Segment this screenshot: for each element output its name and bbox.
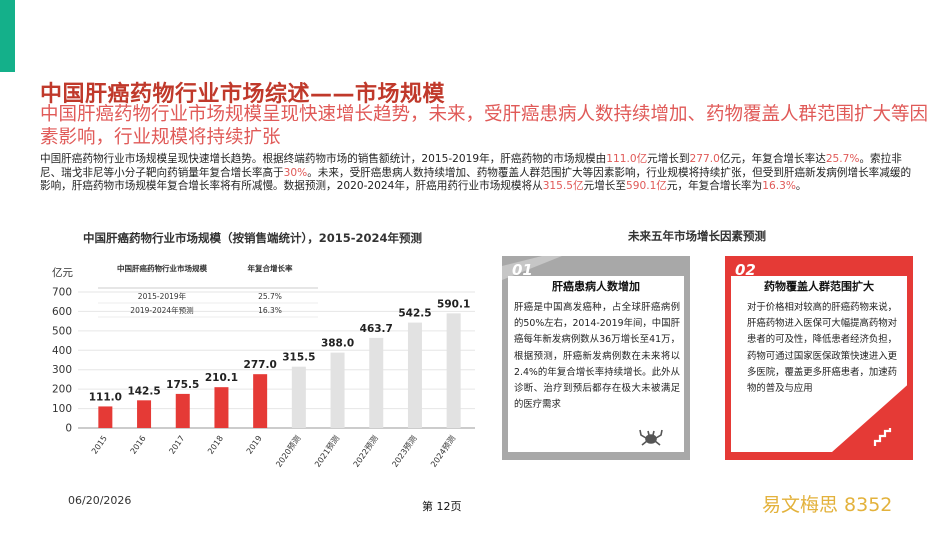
y-tick-label: 300 [52,364,72,376]
chart-bar [175,393,190,428]
factor-card-body: 对于价格相对较高的肝癌药物来说，肝癌药物进入医保可大幅提高药物对患者的可及性，降… [747,302,898,395]
table-cell: 2015-2019年 [138,291,187,301]
y-tick-label: 700 [52,287,72,299]
card-corner-decor [502,256,562,280]
chart-bar [214,387,229,428]
page-subtitle: 中国肝癌药物行业市场规模呈现快速增长趋势，未来，受肝癌患病人数持续增加、药物覆盖… [40,104,929,148]
chart-bar [446,313,461,428]
x-tick-label: 2015 [90,434,109,456]
x-tick-label: 2024预测 [428,433,457,469]
x-tick-label: 2019 [245,434,264,456]
factor-card-body: 肝癌是中国高发癌种，占全球肝癌病例的50%左右，2014-2019年间，中国肝癌… [514,302,680,411]
bar-value-label: 315.5 [282,352,315,364]
x-tick-label: 2022预测 [351,433,380,469]
watermark-text: 易文梅思 8352 [762,494,893,516]
chart-bar [137,400,152,428]
y-tick-label: 500 [52,325,72,337]
bar-value-label: 210.1 [205,372,238,384]
factor-card-number: 01 [512,261,533,279]
bar-value-label: 542.5 [398,308,431,320]
summary-paragraph: 中国肝癌药物行业市场规模呈现快速增长趋势。根据终端药物市场的销售额统计，2015… [40,153,912,192]
y-tick-label: 100 [52,403,72,415]
accent-bar [0,0,15,72]
factor-card-heading: 药物覆盖人群范围扩大 [764,280,874,293]
factor-card-number: 02 [735,261,756,279]
factor-card-coverage: 02 药物覆盖人群范围扩大 对于价格相对较高的肝癌药物来说，肝癌药物进入医保可大… [725,256,913,460]
y-tick-label: 0 [65,423,72,435]
chart-bar [253,374,268,428]
chart-title: 中国肝癌药物行业市场规模（按销售端统计），2015-2024年预测 [83,231,423,245]
chart-bar [369,337,384,428]
market-size-chart: 亿元 0 100 200 300 400 500 600 700 111.0 2015 142.5 20… [52,263,475,469]
table-cell: 25.7% [258,292,282,301]
y-tick-label: 600 [52,306,72,318]
x-tick-label: 2016 [129,434,148,456]
table-header: 年复合增长率 [248,263,293,273]
factor-card-heading: 肝癌患病人数增加 [552,280,640,293]
factors-title: 未来五年市场增长因素预测 [628,229,766,243]
bar-value-label: 590.1 [437,298,470,310]
bar-value-label: 463.7 [360,323,393,335]
x-tick-label: 2023预测 [390,433,419,469]
x-tick-label: 2018 [206,434,225,456]
chart-bar [330,352,345,428]
y-tick-label: 200 [52,384,72,396]
factor-card-content: 肝癌患病人数增加 肝癌是中国高发癌种，占全球肝癌病例的50%左右，2014-20… [508,276,684,452]
card-corner-decor [823,380,913,460]
bar-value-label: 388.0 [321,338,354,350]
stairs-icon [873,428,892,446]
x-tick-label: 2020预测 [273,433,302,469]
footer-date: 06/20/2026 [68,494,132,507]
bar-value-label: 142.5 [127,385,160,397]
x-tick-label: 2021预测 [312,433,341,469]
chart-bar [407,322,422,428]
factor-card-patients: 01 肝癌患病人数增加 肝癌是中国高发癌种，占全球肝癌病例的50%左右，2014… [502,256,690,460]
x-tick-label: 2017 [167,434,186,456]
crab-icon [639,429,663,446]
table-header: 中国肝癌药物行业市场规模 [117,263,207,273]
table-cell: 2019-2024年预测 [130,305,193,315]
footer-page-number: 第 12页 [422,500,462,513]
y-axis-label: 亿元 [52,266,73,279]
table-cell: 16.3% [258,306,282,315]
bar-value-label: 175.5 [166,379,199,391]
y-tick-label: 400 [52,345,72,357]
chart-bar [98,406,113,428]
bar-value-label: 277.0 [244,359,277,371]
bar-value-label: 111.0 [89,391,122,403]
page-title: 中国肝癌药物行业市场综述——市场规模 [40,82,446,107]
chart-bar [291,366,306,428]
